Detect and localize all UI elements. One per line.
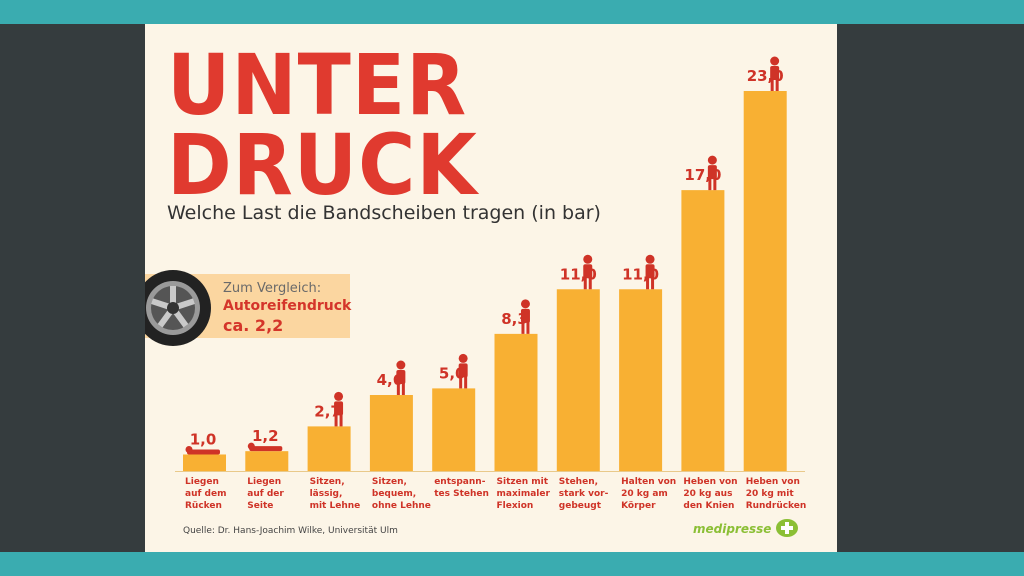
category-label: Rücken — [185, 501, 222, 511]
person-pictogram-icon — [334, 391, 344, 427]
category-label: maximaler — [497, 489, 551, 499]
category-label: auf der — [247, 489, 284, 499]
category-label: Flexion — [497, 501, 534, 511]
plus-cross-icon — [776, 519, 798, 537]
category-label: Seite — [247, 501, 273, 511]
person-pictogram-icon — [770, 56, 780, 91]
category-label: Halten von — [621, 477, 676, 487]
headline-line-1: UNTER — [167, 37, 468, 135]
headline-line-2: DRUCK — [167, 117, 478, 215]
medipresse-logo: medipresse — [693, 522, 772, 536]
category-label: Körper — [621, 501, 656, 511]
category-label: stark vor- — [559, 489, 609, 499]
category-label: lässig, — [310, 489, 343, 499]
bar-value-label: 1,0 — [190, 430, 217, 448]
category-label: Sitzen, — [310, 477, 345, 487]
category-label: bequem, — [372, 489, 416, 499]
category-label: Rundrücken — [746, 501, 807, 511]
category-label: auf dem — [185, 489, 226, 499]
bar — [681, 190, 725, 471]
bar — [556, 289, 600, 471]
tire-icon — [145, 270, 211, 346]
comparison-label: Zum Vergleich: — [223, 281, 322, 296]
category-label: Stehen, — [559, 477, 598, 487]
infographic-poster: UNTER DRUCK Welche Last die Bandscheiben… — [145, 24, 837, 552]
category-label: 20 kg am — [621, 489, 668, 499]
category-label: Heben von — [746, 477, 800, 487]
category-label: den Knien — [683, 501, 734, 511]
category-label: entspann- — [434, 477, 486, 487]
category-label: 20 kg mit — [746, 489, 795, 499]
person-pictogram-icon — [396, 360, 406, 395]
bar — [245, 451, 289, 471]
comparison-value: ca. 2,2 — [223, 316, 284, 335]
bar-chart: 1,0 Liegen auf dem Rücken 1,2 Liegen auf der Se… — [175, 56, 807, 511]
person-pictogram-icon — [458, 353, 468, 389]
bar — [494, 333, 538, 471]
person-pictogram-icon — [645, 254, 655, 290]
source-note: Quelle: Dr. Hans-Joachim Wilke, Universi… — [183, 526, 398, 536]
category-label: Sitzen, — [372, 477, 407, 487]
person-pictogram-icon — [247, 442, 283, 452]
category-label: Heben von — [683, 477, 737, 487]
category-label: mit Lehne — [310, 501, 361, 511]
person-pictogram-icon — [583, 254, 593, 290]
bar — [369, 395, 413, 471]
category-label: tes Stehen — [434, 489, 489, 499]
person-pictogram-icon — [185, 445, 220, 455]
person-pictogram-icon — [520, 299, 530, 334]
bar — [307, 426, 351, 471]
category-label: ohne Lehne — [372, 501, 431, 511]
category-label: 20 kg aus — [683, 489, 732, 499]
top-band — [0, 0, 1024, 24]
bottom-band — [0, 552, 1024, 576]
bar — [183, 454, 226, 471]
bar — [743, 91, 787, 471]
category-label: Sitzen mit — [497, 477, 549, 487]
category-label: Liegen — [247, 477, 281, 487]
comparison-title: Autoreifendruck — [223, 298, 352, 314]
bar — [432, 388, 476, 471]
bar — [619, 289, 663, 471]
category-label: gebeugt — [559, 501, 602, 511]
bar-value-label: 1,2 — [252, 427, 279, 445]
subtitle: Welche Last die Bandscheiben tragen (in … — [167, 202, 601, 224]
category-label: Liegen — [185, 477, 219, 487]
person-pictogram-icon — [707, 155, 717, 191]
